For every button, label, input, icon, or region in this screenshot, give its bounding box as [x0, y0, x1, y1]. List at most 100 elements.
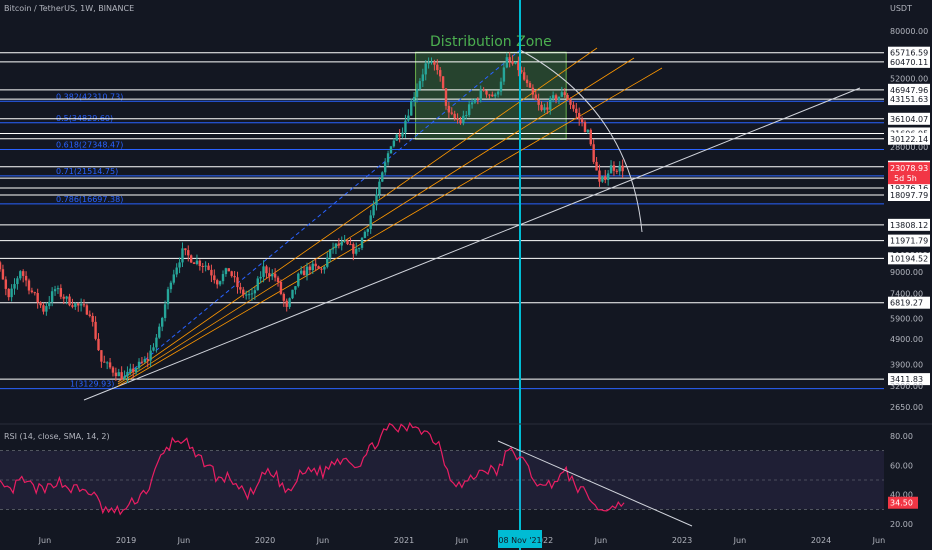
candle-body — [609, 165, 613, 174]
candle-body — [343, 240, 346, 242]
candle-body — [178, 262, 181, 268]
candle-body — [418, 81, 422, 89]
candle-body — [494, 94, 497, 97]
candle-body — [285, 300, 288, 307]
candle-body — [482, 89, 485, 91]
candle-body — [68, 296, 71, 306]
level-tag-bg — [888, 83, 930, 96]
candle-body — [473, 99, 477, 103]
candle-body — [569, 100, 572, 105]
candle-body — [586, 129, 590, 133]
rsi-axis: 80.00 60.00 40.00 20.00 34.50 — [888, 432, 918, 529]
dashed-trendline — [117, 49, 521, 383]
level-tag: 19276.16 — [890, 184, 928, 193]
candle-body — [467, 104, 471, 116]
candle-body — [479, 89, 482, 100]
candle-body — [331, 247, 335, 250]
overlap-tag: 11000.00 — [892, 246, 930, 255]
candle-body — [152, 347, 155, 351]
candle-body — [502, 67, 506, 82]
vertical-marker-tag-bg — [498, 530, 542, 548]
level-tag-bg — [888, 296, 930, 309]
candle-body — [247, 294, 251, 296]
candle-body — [551, 95, 555, 99]
candles — [0, 52, 624, 384]
rsi-current-value: 34.50 — [890, 499, 913, 508]
candle-body — [537, 99, 540, 105]
candle-body — [123, 376, 126, 380]
candle-body — [424, 63, 427, 75]
candle-body — [282, 293, 286, 301]
distribution-zone-box — [415, 51, 567, 140]
level-tag-bg — [888, 46, 930, 59]
candle-body — [39, 302, 42, 306]
level-tag: 30122.14 — [890, 135, 928, 144]
candle-body — [589, 129, 592, 145]
candle-body — [250, 293, 254, 295]
candle-body — [326, 257, 329, 267]
candle-body — [381, 172, 384, 182]
candle-body — [601, 176, 604, 182]
candle-body — [415, 88, 419, 97]
candle-body — [71, 305, 74, 307]
candle-body — [580, 119, 584, 123]
fib-label: 0.5(34829.60) — [56, 114, 113, 123]
candle-body — [273, 273, 277, 278]
price-tick: 52000.00 — [890, 75, 928, 84]
time-tick: Jun — [872, 536, 886, 545]
time-tick: Jun — [455, 536, 469, 545]
candle-body — [253, 290, 257, 294]
candle-body — [268, 273, 271, 277]
candle-body — [323, 266, 326, 270]
candle-body — [155, 337, 158, 348]
candle-body — [19, 271, 22, 279]
price-tick: 5900.00 — [890, 315, 923, 324]
candle-body — [140, 361, 144, 363]
candle-body — [531, 87, 535, 95]
candle-body — [430, 61, 433, 63]
channel-line-3 — [117, 67, 663, 387]
candle-body — [401, 132, 404, 137]
candle-body — [491, 94, 494, 97]
candle-body — [549, 98, 552, 110]
candle-body — [395, 134, 398, 141]
chart-title: Bitcoin / TetherUS, 1W, BINANCE — [4, 4, 134, 13]
candle-body — [470, 102, 474, 105]
candle-body — [407, 115, 410, 121]
distribution-zone-label: Distribution Zone — [430, 34, 552, 50]
rsi-trendline — [497, 440, 693, 527]
price-tick: 80000.00 — [890, 27, 928, 36]
candle-body — [346, 240, 349, 245]
current-price-countdown: 5d 5h — [894, 174, 917, 183]
candle-body — [308, 266, 312, 271]
candle-body — [378, 181, 381, 195]
candle-body — [192, 262, 196, 264]
candle-body — [459, 120, 462, 124]
fib-lines: 0.382(42310.73) 0.5(34829.60) 0.618(27348.… — [0, 92, 884, 390]
candle-body — [100, 350, 103, 362]
distribution-zone: Distribution Zone — [415, 34, 567, 140]
time-tick: 2020 — [255, 536, 275, 545]
candle-body — [438, 70, 442, 77]
level-tag: 60470.11 — [890, 58, 928, 67]
candle-body — [48, 301, 51, 307]
candle-body — [386, 153, 390, 163]
time-tick: Jun — [316, 536, 330, 545]
candle-body — [476, 99, 480, 101]
price-tick: 3200.00 — [890, 382, 923, 391]
candle-body — [82, 304, 86, 306]
candle-body — [575, 108, 578, 113]
candle-body — [288, 298, 291, 307]
candle-body — [604, 176, 607, 180]
candle-body — [56, 288, 60, 290]
level-tag: 65716.59 — [890, 49, 928, 58]
current-price-value: 23078.93 — [890, 164, 928, 173]
candle-body — [441, 76, 445, 89]
candle-body — [514, 62, 517, 64]
candle-body — [195, 260, 199, 264]
rsi-band — [0, 450, 884, 510]
fib-label: 0.786(16697.38) — [56, 195, 123, 204]
candle-body — [120, 372, 123, 380]
candle-body — [105, 362, 109, 364]
